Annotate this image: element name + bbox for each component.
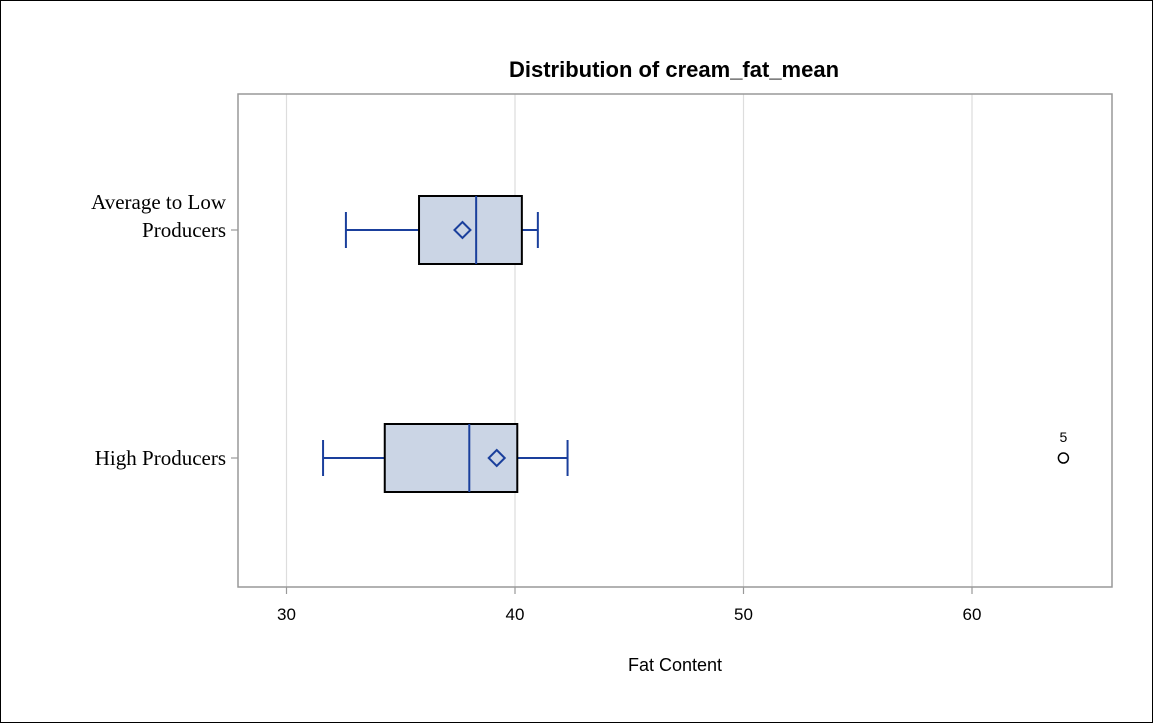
iqr-box: [383, 423, 519, 493]
outlier-label: 5: [1060, 429, 1068, 445]
x-axis: 30 40 50 60: [277, 587, 981, 624]
grid-lines: [285, 94, 973, 587]
x-tick-label: 60: [963, 605, 982, 624]
mean-marker: [487, 448, 507, 468]
x-tick-label: 30: [277, 605, 296, 624]
mean-marker: [453, 220, 472, 240]
y-category-label: Average to Low: [91, 190, 227, 214]
y-category-label: Producers: [142, 218, 226, 242]
outlier-point: [1057, 452, 1070, 464]
y-category-label: High Producers: [95, 446, 226, 470]
chart-title: Distribution of cream_fat_mean: [509, 57, 839, 82]
x-tick-label: 50: [734, 605, 753, 624]
plot-area: [237, 93, 1113, 588]
box-series: 5: [322, 195, 1070, 493]
x-tick-label: 40: [506, 605, 525, 624]
x-axis-label: Fat Content: [628, 655, 722, 675]
y-axis: Average to Low Producers High Producers: [91, 190, 238, 470]
